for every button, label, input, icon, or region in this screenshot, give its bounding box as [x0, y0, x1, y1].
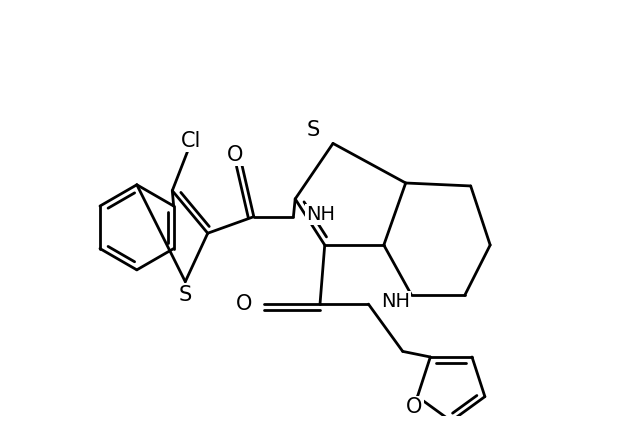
Text: O: O	[406, 397, 422, 417]
Text: O: O	[236, 294, 252, 314]
Text: S: S	[307, 120, 320, 141]
Text: Cl: Cl	[181, 131, 202, 151]
Text: NH: NH	[381, 292, 410, 311]
Text: S: S	[179, 285, 192, 305]
Text: O: O	[227, 145, 243, 165]
Text: NH: NH	[307, 205, 335, 224]
